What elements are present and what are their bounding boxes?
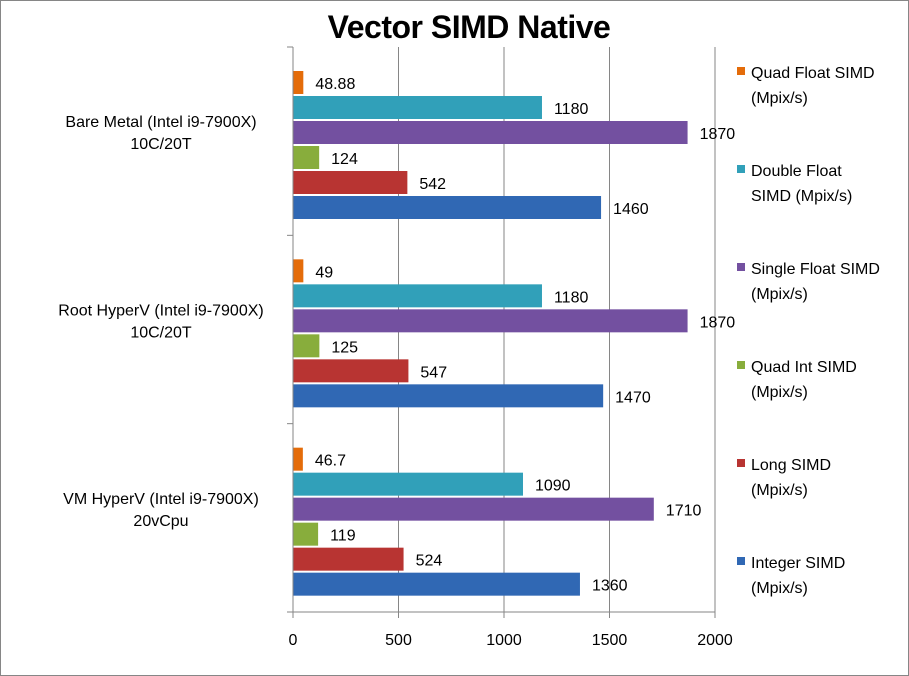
bar: [293, 96, 542, 119]
data-label: 542: [419, 176, 446, 193]
legend-label: Integer SIMD: [751, 555, 845, 572]
data-label: 547: [420, 364, 447, 381]
data-label: 1180: [554, 101, 589, 118]
x-tick-label: 1500: [592, 632, 628, 649]
legend-swatch: [737, 67, 745, 75]
data-label: 46.7: [315, 453, 346, 470]
legend-swatch: [737, 557, 745, 565]
data-label: 1870: [700, 126, 736, 143]
x-tick-label: 0: [289, 632, 298, 649]
data-label: 1360: [592, 578, 628, 595]
data-label: 1870: [700, 314, 736, 331]
category-label: 20vCpu: [133, 513, 188, 530]
bar: [293, 196, 602, 219]
bar: [293, 71, 304, 94]
legend-label: (Mpix/s): [751, 384, 808, 401]
legend-swatch: [737, 459, 745, 467]
legend-label: Quad Float SIMD: [751, 65, 875, 82]
bar: [293, 259, 304, 283]
legend-label: Single Float SIMD: [751, 261, 880, 278]
bar: [293, 497, 654, 521]
bar: [293, 447, 303, 471]
category-label: 10C/20T: [130, 136, 192, 153]
data-label: 1710: [666, 503, 702, 520]
legend-label: SIMD (Mpix/s): [751, 188, 852, 205]
legend-swatch: [737, 165, 745, 173]
data-label: 125: [331, 339, 358, 356]
legend-swatch: [737, 263, 745, 271]
legend-label: (Mpix/s): [751, 580, 808, 597]
x-tick-label: 1000: [486, 632, 522, 649]
legend-label: (Mpix/s): [751, 286, 808, 303]
category-label: Root HyperV (Intel i9-7900X): [58, 303, 263, 320]
category-label: Bare Metal (Intel i9-7900X): [65, 114, 256, 131]
legend-label: Quad Int SIMD: [751, 359, 857, 376]
bar: [293, 572, 580, 596]
data-label: 524: [416, 553, 443, 570]
legend-label: (Mpix/s): [751, 90, 808, 107]
bar: [293, 284, 542, 308]
bar: [293, 309, 688, 333]
bar: [293, 146, 320, 169]
bar: [293, 547, 404, 571]
chart-title: Vector SIMD Native: [327, 9, 611, 45]
bar: [293, 384, 604, 408]
legend-swatch: [737, 361, 745, 369]
data-label: 49: [315, 264, 333, 281]
bar: [293, 522, 319, 546]
data-label: 119: [330, 528, 356, 545]
legend-label: Double Float: [751, 163, 842, 180]
legend-label: Long SIMD: [751, 457, 831, 474]
data-label: 124: [331, 151, 358, 168]
category-label: 10C/20T: [130, 325, 192, 342]
bar: [293, 359, 409, 383]
data-label: 1180: [554, 289, 589, 306]
data-label: 1090: [535, 478, 571, 495]
data-label: 48.88: [315, 76, 355, 93]
bar: [293, 171, 408, 194]
bar: [293, 334, 320, 358]
bar: [293, 472, 523, 496]
x-tick-label: 2000: [697, 632, 733, 649]
data-label: 1460: [613, 201, 649, 218]
legend-label: (Mpix/s): [751, 482, 808, 499]
bar: [293, 121, 688, 144]
data-label: 1470: [615, 389, 651, 406]
x-tick-label: 500: [385, 632, 412, 649]
category-label: VM HyperV (Intel i9-7900X): [63, 491, 259, 508]
